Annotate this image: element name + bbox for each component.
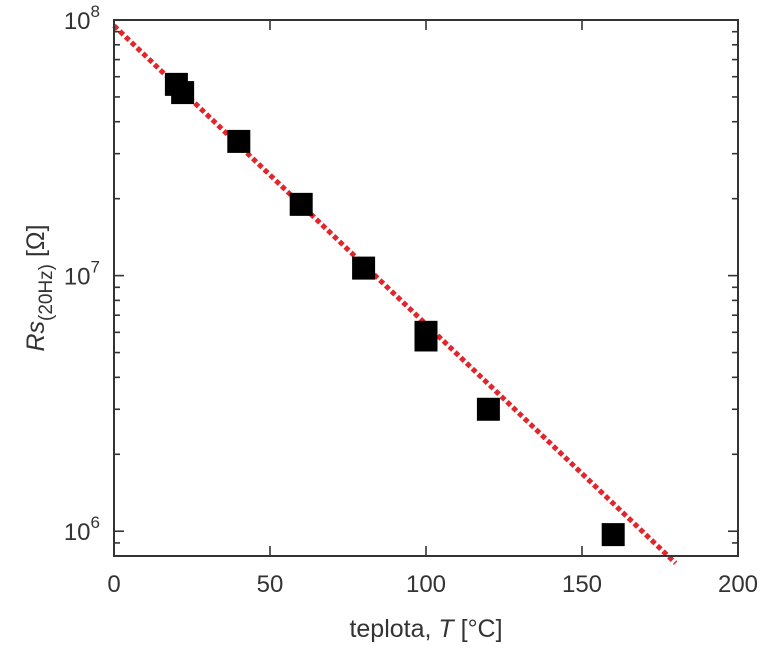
data-point [476,397,500,421]
x-tick-label: 50 [257,571,284,598]
data-point [352,256,376,280]
y-tick-label: 106 [64,513,100,546]
plot-frame [113,19,739,557]
data-point [289,192,313,216]
y-axis-label-sub: (20Hz) [36,264,57,321]
x-tick-labels: 0 50 100 150 200 [107,571,758,598]
x-tick-label: 100 [406,571,446,598]
x-axis-label-main: teplota, [349,615,438,643]
data-point [414,328,438,352]
x-axis-label: teplota, T [°C] [349,615,502,643]
data-point [601,523,625,547]
y-axis-label: Rs(20Hz) [Ω] [22,224,57,351]
fit-line-group [112,23,678,565]
x-axis-label-var: T [438,615,455,643]
y-tick-labels: 106 107 108 [64,2,100,546]
x-tick-label: 200 [718,571,758,598]
data-point [227,129,251,153]
data-point [171,81,195,105]
y-axis-label-main: Rs [22,321,50,352]
y-tick-label: 107 [64,258,100,291]
x-tick-label: 0 [107,571,120,598]
fit-line [112,23,678,565]
y-axis-label-unit: [Ω] [22,224,50,264]
x-tick-label: 150 [562,571,602,598]
data-points [164,72,625,547]
axis-ticks [113,19,739,557]
y-tick-label: 108 [64,2,100,35]
x-axis-label-unit: [°C] [454,615,503,643]
